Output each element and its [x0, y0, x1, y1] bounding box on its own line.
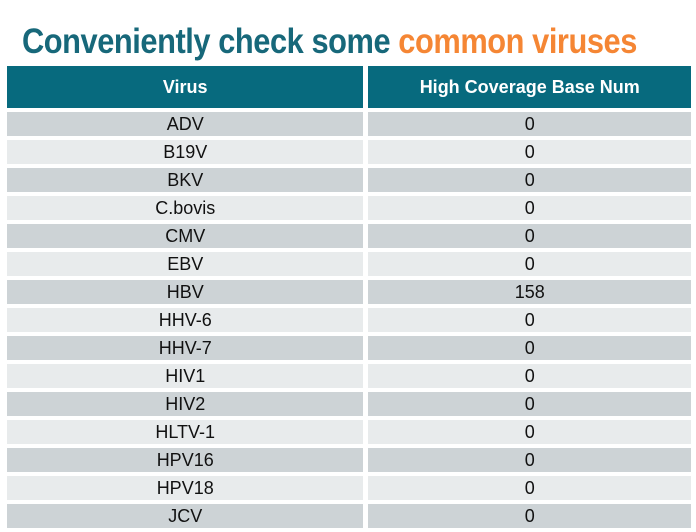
virus-cell: HBV: [7, 280, 364, 304]
virus-cell: ADV: [7, 112, 364, 136]
value-cell: 0: [368, 504, 691, 528]
value-cell: 0: [368, 392, 691, 416]
value-cell: 0: [368, 224, 691, 248]
value-cell: 0: [368, 336, 691, 360]
value-cell: 0: [368, 196, 691, 220]
value-cell: 0: [368, 448, 691, 472]
table-row: JCV 0: [7, 504, 691, 528]
table-row: B19V 0: [7, 140, 691, 164]
table-body: ADV 0 B19V 0 BKV 0 C.bovis 0 CMV 0 EBV 0…: [7, 112, 691, 528]
table-row: CMV 0: [7, 224, 691, 248]
value-cell: 0: [368, 420, 691, 444]
page-title: Conveniently check some common viruses: [22, 23, 637, 61]
virus-cell: HIV2: [7, 392, 364, 416]
virus-cell: HHV-7: [7, 336, 364, 360]
virus-cell: JCV: [7, 504, 364, 528]
virus-cell: HPV16: [7, 448, 364, 472]
value-cell: 0: [368, 168, 691, 192]
virus-table: Virus High Coverage Base Num ADV 0 B19V …: [2, 62, 696, 532]
table-row: ADV 0: [7, 112, 691, 136]
virus-table-header: Virus High Coverage Base Num: [7, 66, 691, 108]
value-cell: 0: [368, 252, 691, 276]
virus-cell: BKV: [7, 168, 364, 192]
page-title-accent: common viruses: [398, 22, 637, 62]
virus-cell: B19V: [7, 140, 364, 164]
virus-cell: EBV: [7, 252, 364, 276]
table-row: HLTV-1 0: [7, 420, 691, 444]
table-row: HPV18 0: [7, 476, 691, 500]
table-row: HHV-7 0: [7, 336, 691, 360]
table-row: C.bovis 0: [7, 196, 691, 220]
value-cell: 0: [368, 476, 691, 500]
table-row: HHV-6 0: [7, 308, 691, 332]
table-row: HPV16 0: [7, 448, 691, 472]
value-cell: 0: [368, 308, 691, 332]
virus-cell: HLTV-1: [7, 420, 364, 444]
virus-cell: HIV1: [7, 364, 364, 388]
value-cell: 0: [368, 364, 691, 388]
page-title-main: Conveniently check some: [22, 22, 391, 62]
table-row: HBV 158: [7, 280, 691, 304]
value-cell: 158: [368, 280, 691, 304]
header-cell-virus: Virus: [7, 66, 364, 108]
value-cell: 0: [368, 112, 691, 136]
table-row: BKV 0: [7, 168, 691, 192]
virus-cell: CMV: [7, 224, 364, 248]
table-row: HIV1 0: [7, 364, 691, 388]
header-cell-coverage: High Coverage Base Num: [368, 66, 691, 108]
virus-cell: HHV-6: [7, 308, 364, 332]
value-cell: 0: [368, 140, 691, 164]
header-row: Virus High Coverage Base Num: [7, 66, 691, 108]
table-row: EBV 0: [7, 252, 691, 276]
table-row: HIV2 0: [7, 392, 691, 416]
virus-cell: HPV18: [7, 476, 364, 500]
virus-cell: C.bovis: [7, 196, 364, 220]
